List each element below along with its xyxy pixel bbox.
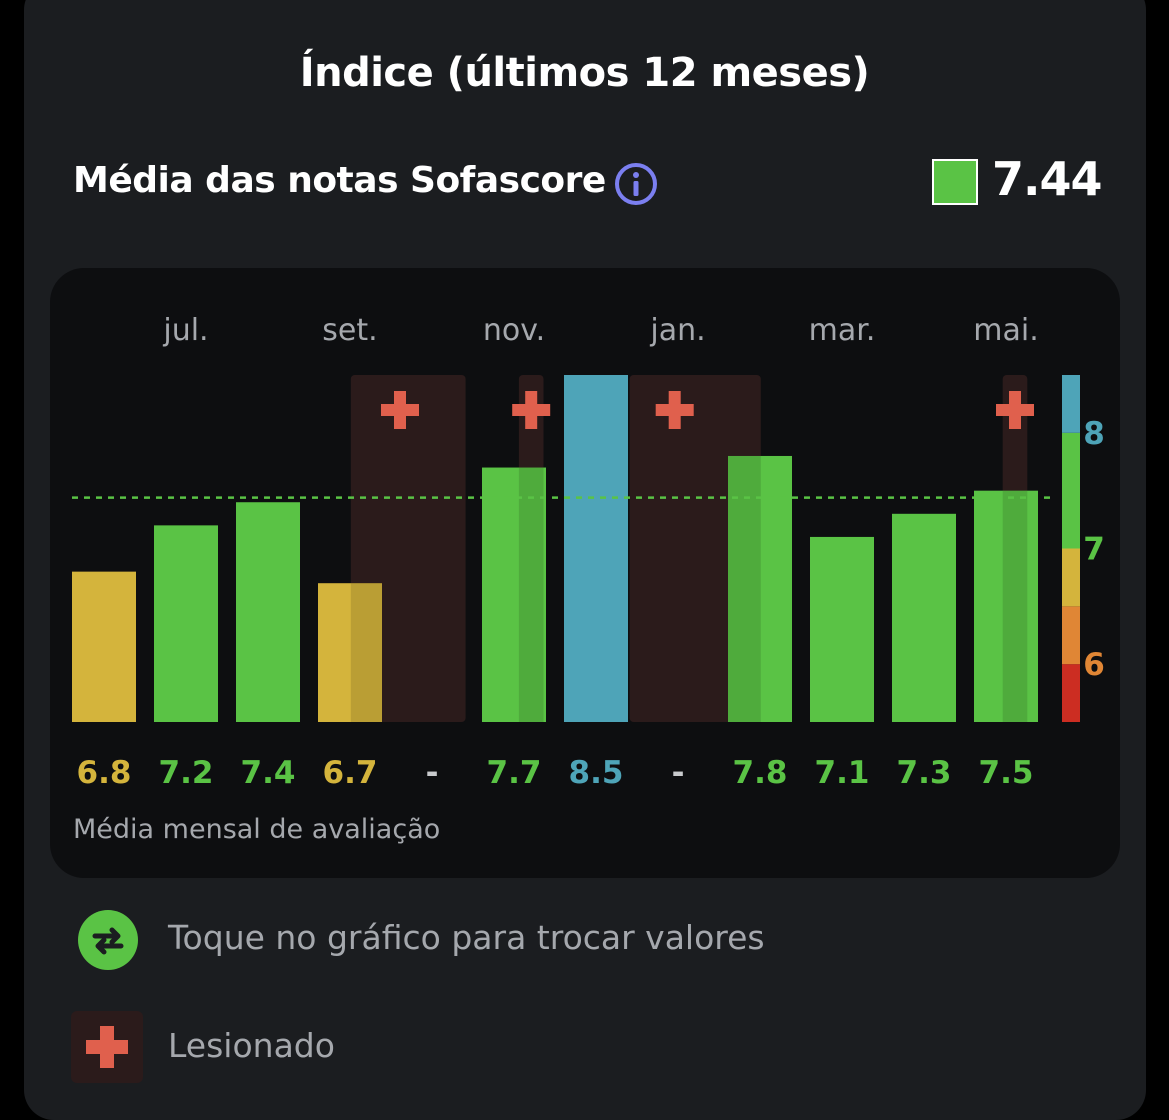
value-label: 7.2 (159, 755, 214, 791)
bar-mai.[interactable] (974, 490, 1038, 722)
scale-band-red (1062, 664, 1080, 722)
value-label: 7.1 (815, 755, 870, 791)
average-rating-value: 7.44 (992, 152, 1102, 206)
average-color-swatch (932, 159, 978, 205)
injury-legend-label: Lesionado (168, 1026, 335, 1065)
scale-band-green (1062, 432, 1080, 549)
scale-tick-label: 7 (1083, 532, 1105, 568)
value-label: 7.3 (897, 755, 952, 791)
month-label: mar. (809, 313, 876, 348)
injury-marker-icon (655, 391, 694, 429)
monthly-rating-chart[interactable]: jul. set. nov. jan. mar. mai. 6.8 7.2 7.4 6.7 - 7.7… (50, 268, 1120, 878)
injury-marker-icon (512, 391, 551, 429)
value-label: 6.8 (77, 755, 132, 791)
value-label: - (426, 755, 439, 791)
injury-cross-icon (86, 1026, 128, 1068)
bar-fev.[interactable] (728, 455, 792, 722)
bar-mar.[interactable] (810, 536, 874, 722)
average-rating-label: Média das notas Sofascore (73, 160, 606, 201)
card-title: Índice (últimos 12 meses) (299, 50, 870, 96)
value-label: 7.5 (979, 755, 1034, 791)
month-label: set. (322, 313, 377, 348)
injury-overlap-1-5 (518, 467, 544, 722)
chart-panel[interactable]: jul. set. nov. jan. mar. mai. 6.8 7.2 7.4 6.7 - 7.7… (50, 268, 1120, 878)
bar-set.[interactable] (318, 583, 382, 722)
info-icon[interactable] (614, 162, 658, 206)
swap-hint-text: Toque no gráfico para trocar valores (168, 918, 765, 957)
value-label: 8.5 (569, 755, 624, 791)
injury-marker-icon (381, 391, 419, 429)
scale-band-yellow (1062, 548, 1080, 607)
value-label: - (672, 755, 685, 791)
bar-dez.[interactable] (564, 375, 628, 722)
scale-tick-label: 6 (1083, 647, 1105, 683)
bar-ago.[interactable] (236, 502, 300, 722)
value-label: 7.4 (241, 755, 296, 791)
swap-icon[interactable] (78, 910, 138, 970)
month-label: nov. (483, 313, 545, 348)
bar-nov.[interactable] (482, 467, 546, 722)
bar-jul.[interactable] (154, 525, 218, 722)
month-label: jul. (162, 313, 208, 348)
value-label: 7.8 (733, 755, 788, 791)
month-label: mai. (973, 313, 1038, 348)
scale-band-orange (1062, 606, 1080, 665)
bar-jun.[interactable] (72, 571, 136, 722)
value-label: 7.7 (487, 755, 542, 791)
chart-caption: Média mensal de avaliação (73, 814, 441, 845)
injury-overlap-2-8 (728, 455, 761, 722)
scale-tick-label: 8 (1083, 416, 1105, 452)
injury-marker-icon (996, 391, 1034, 429)
value-label: 6.7 (323, 755, 378, 791)
scale-band-blue (1062, 375, 1080, 433)
month-label: jan. (649, 313, 705, 348)
injury-legend-icon (71, 1011, 143, 1083)
injury-overlap-0-3 (350, 583, 382, 722)
bar-abr.[interactable] (892, 513, 956, 722)
injury-overlap-3-11 (1002, 490, 1028, 722)
